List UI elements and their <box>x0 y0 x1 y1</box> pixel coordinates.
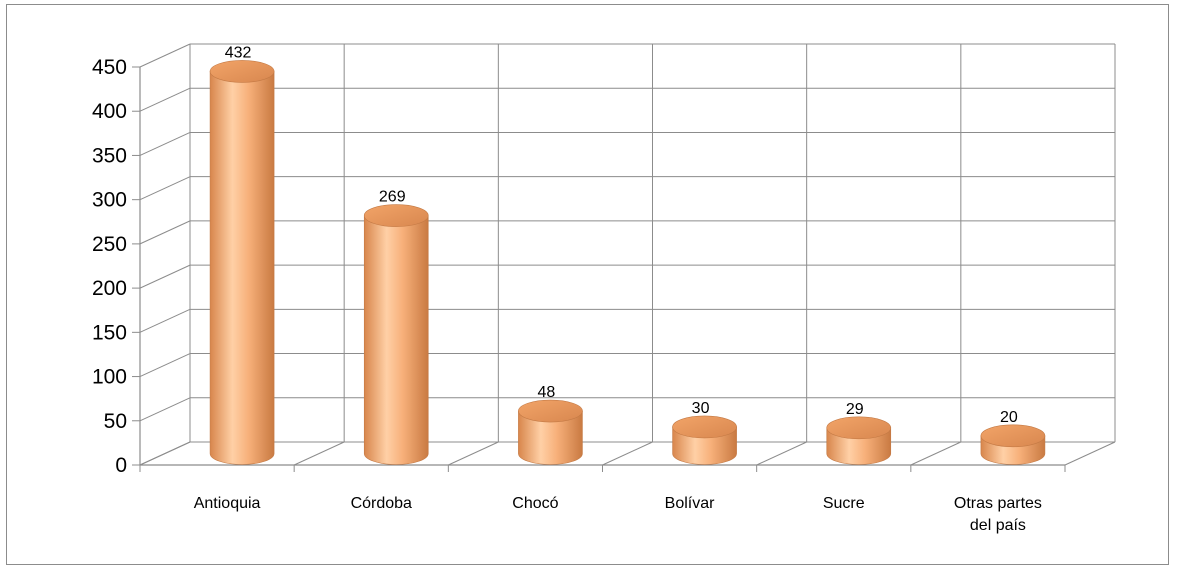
floor-line <box>293 441 345 466</box>
x-tick-label: Otras partes <box>954 495 1042 512</box>
bar-body <box>363 215 429 465</box>
floor-line <box>756 441 807 466</box>
x-tick-label: Sucre <box>823 495 865 512</box>
bar-top <box>980 424 1046 448</box>
y-tick-label: 150 <box>92 321 127 344</box>
y-tick-label: 450 <box>92 56 127 79</box>
data-label: 432 <box>225 44 252 61</box>
data-label: 20 <box>1000 409 1018 426</box>
y-tick-label: 50 <box>104 410 127 433</box>
y-tick-label: 250 <box>92 233 127 256</box>
floor-line <box>910 441 962 466</box>
y-tick-label: 400 <box>92 100 127 123</box>
axes <box>132 66 1066 472</box>
gridline-side <box>139 264 191 289</box>
x-tick-label: Córdoba <box>351 495 412 512</box>
bar-sucre <box>826 416 892 465</box>
gridline-side <box>139 308 191 333</box>
gridline-side <box>139 131 191 156</box>
floor-line <box>448 441 499 466</box>
bar-top <box>518 399 583 423</box>
bar-body <box>518 410 583 465</box>
bar-top <box>363 204 429 227</box>
gridline-side <box>139 87 191 112</box>
gridline-side <box>139 43 191 68</box>
gridline-side <box>139 353 191 378</box>
gridline-side <box>139 220 191 245</box>
y-tick-label: 100 <box>92 366 127 389</box>
bar-top <box>209 60 275 83</box>
bar-c-rdoba <box>363 204 429 465</box>
y-tick-label: 300 <box>92 189 127 212</box>
floor-line <box>602 441 653 466</box>
data-label: 48 <box>538 384 556 401</box>
y-tick-label: 350 <box>92 144 127 167</box>
bar-antioquia <box>209 60 275 465</box>
grid <box>139 43 1116 466</box>
y-tick-label: 200 <box>92 277 127 300</box>
data-label: 29 <box>846 401 864 418</box>
bars <box>209 60 1046 465</box>
x-tick-label: Bolívar <box>665 495 715 512</box>
y-tick-label: 0 <box>115 454 127 477</box>
x-tick-label: del país <box>970 517 1026 534</box>
bar-otras-partes-del-pa-s <box>980 424 1046 465</box>
bar-bol-var <box>672 415 737 465</box>
bar-top <box>672 415 737 439</box>
gridline-side <box>139 397 191 422</box>
data-label: 269 <box>379 189 406 206</box>
bar-body <box>209 71 275 465</box>
floor-line <box>139 441 191 466</box>
floor-line <box>1064 441 1116 466</box>
gridline-side <box>139 176 191 201</box>
bar-choc- <box>518 399 583 465</box>
bar-top <box>826 416 892 440</box>
data-label: 30 <box>692 400 710 417</box>
x-tick-label: Chocó <box>512 495 558 512</box>
x-tick-label: Antioquia <box>194 495 261 512</box>
chart-frame <box>6 4 1169 565</box>
labels: 0 50 100 150 200 250 300 350 400 450 432 269 48 30 29 2… <box>92 44 1042 534</box>
